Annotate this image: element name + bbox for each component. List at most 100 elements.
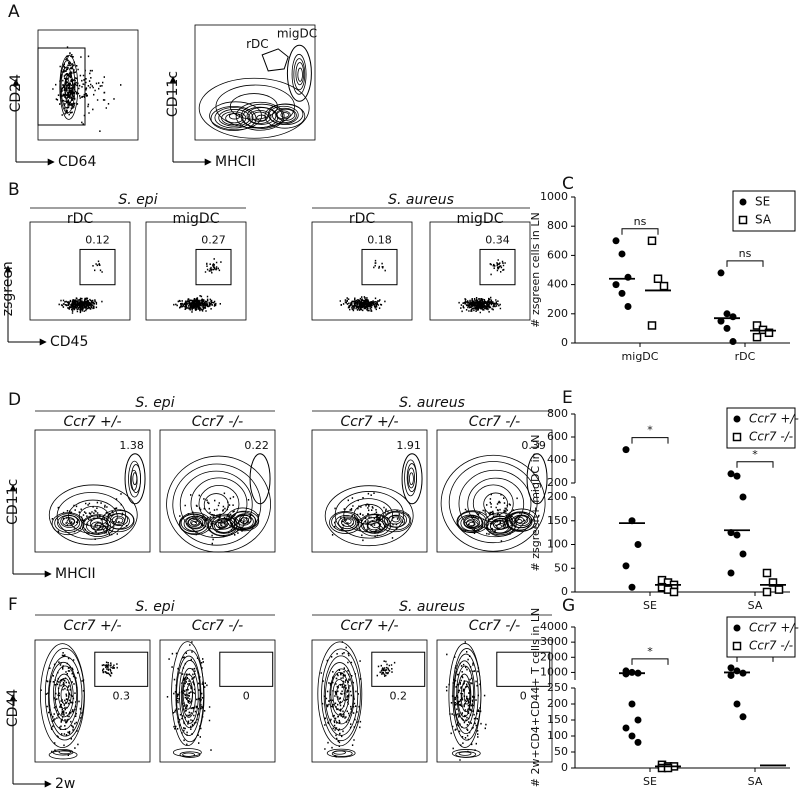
contour (182, 752, 195, 757)
contour (248, 110, 272, 124)
significance-bracket (621, 228, 659, 235)
panel-label: B (8, 180, 20, 200)
contour (186, 684, 193, 704)
contour (463, 515, 483, 530)
legend-box (726, 407, 796, 449)
gate-value: 0 (243, 689, 250, 702)
contour (130, 469, 138, 491)
contour (180, 667, 199, 724)
group-header: S. aureus (399, 395, 465, 411)
panel-label: F (8, 595, 18, 615)
data-point (723, 310, 731, 318)
contour (190, 477, 248, 530)
contour (179, 660, 201, 729)
significance-bracket (736, 461, 774, 468)
data-point (729, 338, 737, 346)
data-point (628, 583, 636, 591)
legend-marker (732, 641, 742, 651)
contour (391, 516, 400, 523)
contour (371, 522, 380, 529)
contour (207, 513, 240, 537)
contour (166, 455, 271, 553)
gate (479, 248, 516, 286)
plot-frame (311, 221, 413, 321)
contour (271, 107, 297, 124)
contour (293, 58, 306, 91)
contour (215, 519, 229, 529)
contour (505, 511, 536, 532)
data-point (663, 763, 673, 773)
contour (60, 685, 70, 705)
subset-label: Ccr7 -/- (192, 414, 243, 430)
data-point (727, 664, 735, 672)
y-tick-label: 3000 (540, 635, 568, 648)
y-axis-label: CD11c (5, 479, 21, 525)
contour (60, 66, 73, 109)
contour (334, 515, 358, 532)
y-tick-label: 200 (547, 476, 568, 489)
contour (452, 648, 482, 741)
contour (326, 748, 356, 758)
gate (261, 48, 289, 72)
contour (406, 463, 417, 492)
contour (47, 656, 83, 737)
contour (330, 671, 350, 716)
legend-label: SE (755, 195, 770, 209)
legend-label: Ccr7 +/- (749, 621, 799, 635)
data-point (628, 732, 636, 740)
contour (59, 60, 76, 114)
x-tick-label: SE (643, 599, 657, 612)
x-tick-label: rDC (735, 350, 756, 363)
legend-marker (739, 198, 747, 206)
contour (191, 521, 198, 526)
data-point (752, 332, 762, 342)
gate (79, 248, 116, 286)
plot-frame (311, 429, 428, 553)
significance-label: * (647, 424, 653, 437)
event-dots (92, 260, 103, 273)
data-point (618, 250, 626, 258)
plot-frame (34, 429, 151, 553)
y-tick-label: 400 (547, 278, 568, 291)
contour (505, 508, 539, 532)
contour (229, 93, 278, 120)
panel-label: G (562, 596, 575, 616)
contour (52, 748, 74, 756)
contour (111, 515, 125, 525)
gate-value: 0.12 (85, 233, 110, 246)
contour (48, 661, 79, 730)
gate (37, 47, 86, 126)
data-point (624, 303, 632, 310)
contour (44, 647, 85, 741)
contour (178, 512, 212, 536)
data-point (727, 671, 735, 679)
x-tick-label: SA (748, 599, 763, 612)
y-axis-label: # 2w+CD4+CD44+ T cells in LN (529, 608, 542, 787)
plot-frame (436, 429, 553, 553)
contour (209, 101, 262, 131)
contour (171, 641, 204, 747)
y-tick-label: 0 (561, 761, 568, 774)
data-point (733, 472, 741, 480)
contour (358, 513, 392, 537)
contour (456, 665, 475, 722)
data-point (622, 724, 630, 732)
significance-label: ns (739, 247, 752, 260)
gate (371, 651, 426, 687)
data-point (733, 667, 741, 675)
legend-marker (733, 624, 741, 632)
contour (179, 751, 201, 758)
contour (366, 519, 385, 533)
gate (361, 248, 398, 286)
data-point (762, 568, 772, 578)
contour (57, 677, 72, 710)
gate-value: 1.91 (396, 439, 421, 452)
contour (382, 510, 411, 531)
data-point (624, 273, 632, 281)
contour (176, 655, 202, 737)
data-point (647, 236, 657, 246)
contour (58, 750, 72, 755)
legend-marker (733, 415, 741, 423)
gate (219, 651, 274, 687)
